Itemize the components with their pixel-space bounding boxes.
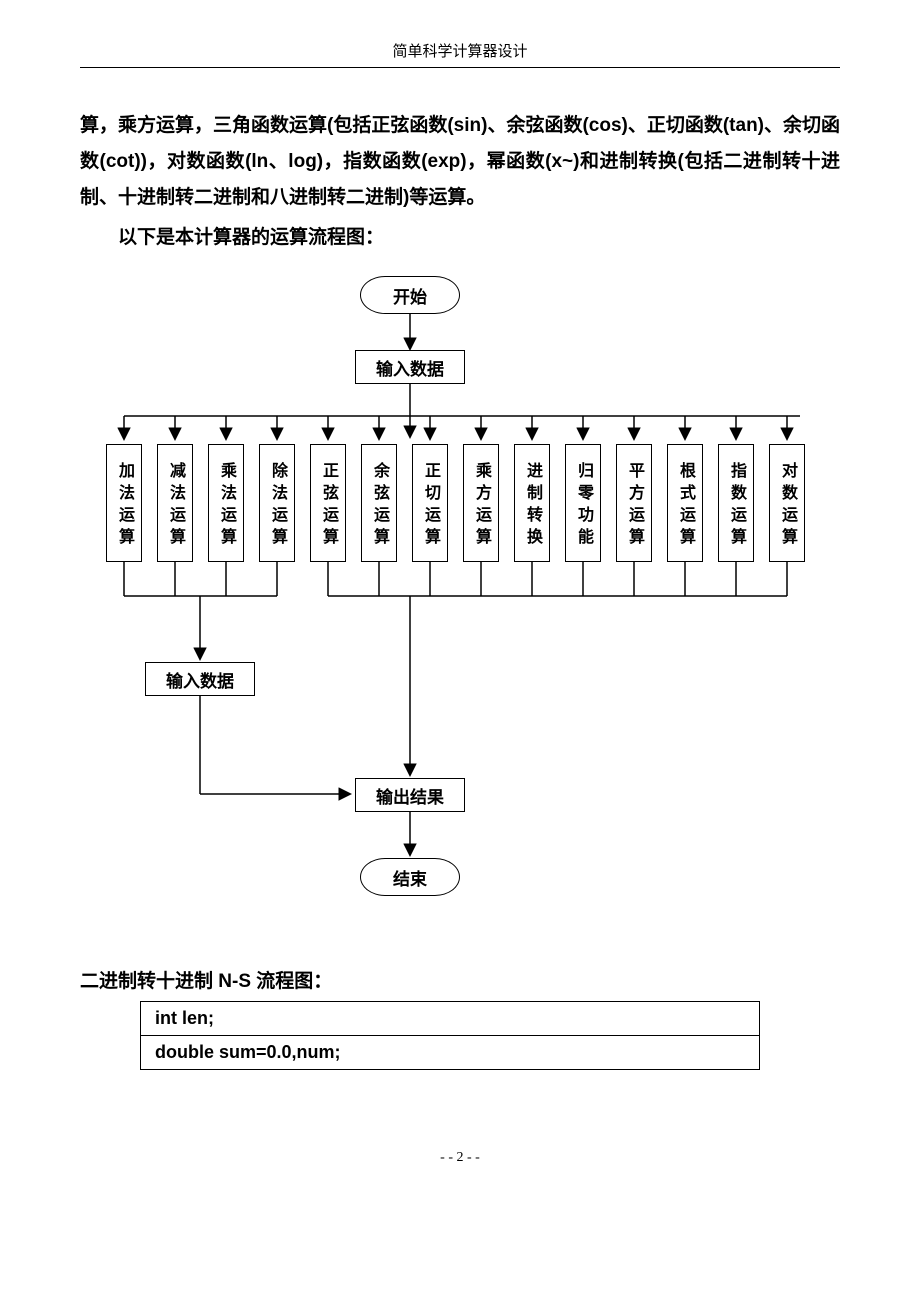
op-box-6: 正切运算 — [412, 444, 448, 562]
flow-start: 开始 — [360, 276, 460, 314]
op-box-4: 正弦运算 — [310, 444, 346, 562]
flow-input-2: 输入数据 — [145, 662, 255, 696]
flow-output: 输出结果 — [355, 778, 465, 812]
op-box-5: 余弦运算 — [361, 444, 397, 562]
op-box-10: 平方运算 — [616, 444, 652, 562]
paragraph-1: 算，乘方运算，三角函数运算(包括正弦函数(sin)、余弦函数(cos)、正切函数… — [80, 108, 840, 216]
op-box-3: 除法运算 — [259, 444, 295, 562]
ns-row-0: int len; — [141, 1002, 760, 1036]
flowchart-container: 开始 输入数据 加法运算 减法运算 乘法运算 除法运算 正弦运算 余弦运算 正切… — [80, 276, 840, 936]
ns-row-1: double sum=0.0,num; — [141, 1036, 760, 1070]
op-box-7: 乘方运算 — [463, 444, 499, 562]
op-box-12: 指数运算 — [718, 444, 754, 562]
flow-end: 结束 — [360, 858, 460, 896]
flow-input-1: 输入数据 — [355, 350, 465, 384]
page-footer: - - 2 - - — [80, 1150, 840, 1166]
op-box-0: 加法运算 — [106, 444, 142, 562]
op-box-8: 进制转换 — [514, 444, 550, 562]
op-box-1: 减法运算 — [157, 444, 193, 562]
ns-table: int len; double sum=0.0,num; — [140, 1001, 760, 1070]
op-box-2: 乘法运算 — [208, 444, 244, 562]
op-box-11: 根式运算 — [667, 444, 703, 562]
header-rule — [80, 67, 840, 68]
op-box-13: 对数运算 — [769, 444, 805, 562]
section-heading-ns: 二进制转十进制 N-S 流程图： — [80, 966, 840, 993]
paragraph-2: 以下是本计算器的运算流程图： — [80, 220, 840, 256]
op-box-9: 归零功能 — [565, 444, 601, 562]
page-header-title: 简单科学计算器设计 — [80, 40, 840, 61]
